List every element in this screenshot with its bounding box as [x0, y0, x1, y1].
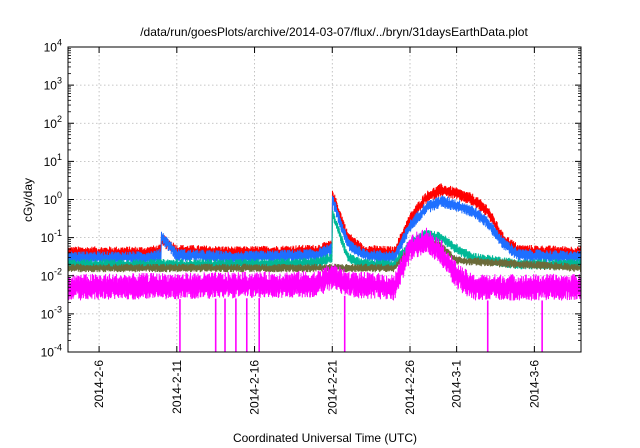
chart-title: /data/run/goesPlots/archive/2014-03-07/f…	[140, 25, 528, 39]
x-tick-label: 2014-3-1	[450, 360, 464, 408]
x-axis: 2014-2-6 2014-2-11 2014-2-16 2014-2-21 2014-…	[92, 47, 541, 415]
y-tick-label: 102	[44, 114, 62, 131]
x-tick-label: 2014-2-6	[92, 360, 106, 408]
plot-area	[68, 183, 581, 352]
x-tick-label: 2014-2-21	[325, 360, 339, 415]
y-tick-label: 104	[44, 38, 62, 55]
x-axis-label: Coordinated Universal Time (UTC)	[233, 431, 417, 445]
y-tick-label: 103	[44, 76, 62, 93]
x-tick-label: 2014-2-26	[403, 360, 417, 415]
x-tick-label: 2014-2-16	[248, 360, 262, 415]
y-axis-label: cGy/day	[21, 178, 35, 222]
series-4-line	[68, 237, 581, 273]
y-tick-label: 10-1	[41, 228, 62, 245]
series-layer	[68, 183, 581, 352]
x-tick-label: 2014-3-6	[527, 360, 541, 408]
y-axis: 10-4 10-3 10-2 10-1 100 101 102 103 104	[41, 38, 581, 360]
series-5-line	[68, 227, 581, 301]
y-tick-label: 10-2	[41, 266, 62, 283]
y-tick-label: 101	[44, 152, 62, 169]
y-tick-label: 10-3	[41, 304, 62, 321]
y-tick-label: 10-4	[41, 343, 62, 360]
y-tick-label: 100	[44, 190, 62, 207]
series-2-line	[68, 195, 581, 265]
x-tick-label: 2014-2-11	[170, 360, 184, 414]
